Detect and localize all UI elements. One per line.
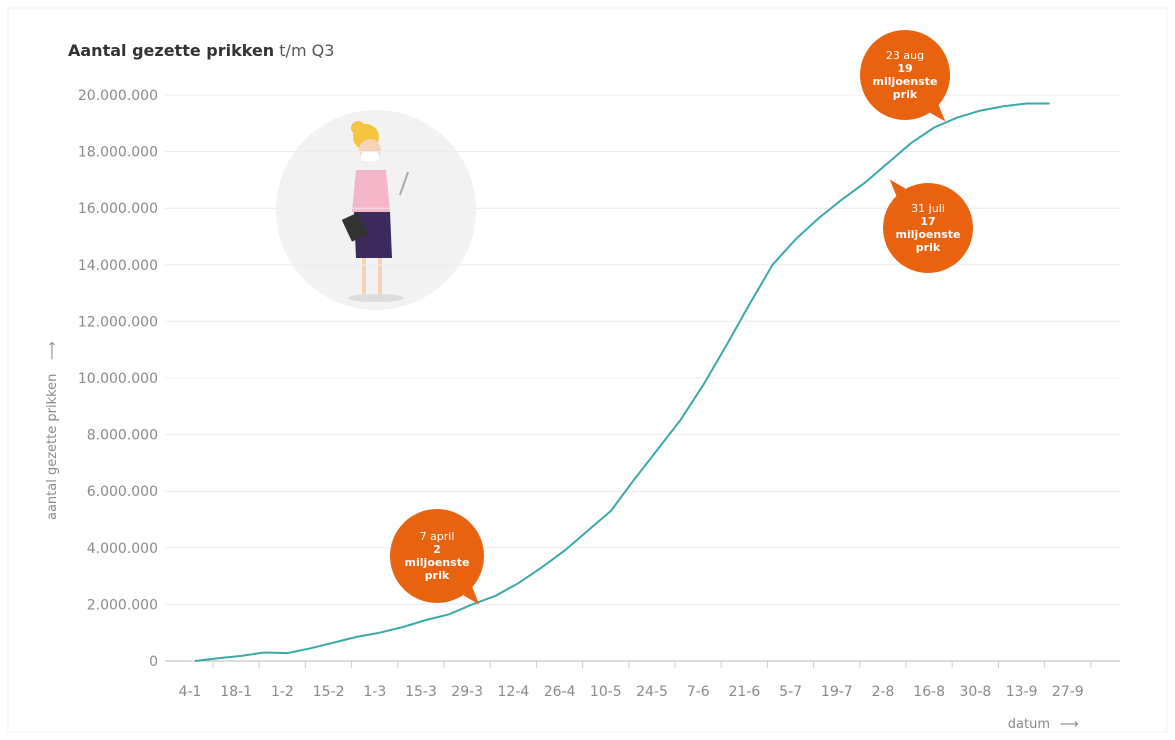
x-tick-label: 15-2	[313, 684, 345, 700]
x-tick-label: 30-8	[960, 684, 992, 700]
annotation-date: 23 aug	[885, 49, 925, 62]
x-tick-label: 26-4	[544, 684, 576, 700]
title-suffix: t/m Q3	[279, 41, 334, 60]
annotation-text: 2 miljoenste prik	[404, 543, 470, 582]
y-tick-label: 16.000.000	[78, 201, 158, 217]
x-axis-label: datum	[1008, 717, 1050, 732]
x-tick-label: 15-3	[405, 684, 437, 700]
annotation-date: 7 april	[419, 530, 455, 543]
y-tick-label: 14.000.000	[78, 258, 158, 274]
y-tick-label: 4.000.000	[87, 541, 158, 557]
x-tick-label: 24-5	[636, 684, 668, 700]
x-tick-label: 21-6	[729, 684, 761, 700]
x-tick-label: 1-2	[271, 684, 294, 700]
x-tick-label: 5-7	[779, 684, 802, 700]
y-tick-label: 0	[149, 654, 158, 670]
x-axis-arrow: ⟶	[1060, 717, 1079, 732]
x-tick-label: 7-6	[687, 684, 710, 700]
title-main: Aantal gezette prikken	[68, 41, 274, 60]
y-tick-label: 6.000.000	[87, 484, 158, 500]
x-tick-label: 1-3	[363, 684, 386, 700]
x-tick-label: 2-8	[872, 684, 895, 700]
annotation-bubble: 31 juli 17 miljoenste prik	[883, 183, 973, 273]
annotation-text: 17 miljoenste prik	[895, 215, 961, 254]
x-tick-label: 29-3	[451, 684, 483, 700]
y-tick-label: 12.000.000	[78, 314, 158, 330]
annotation-bubble: 7 april 2 miljoenste prik	[390, 509, 484, 603]
annotation-text: 19 miljoenste prik	[872, 62, 938, 101]
x-tick-label: 18-1	[220, 684, 252, 700]
annotation-date: 31 juli	[911, 202, 945, 215]
y-tick-label: 2.000.000	[87, 597, 158, 613]
chart-title: Aantal gezette prikken t/m Q3	[68, 41, 334, 60]
y-tick-label: 20.000.000	[78, 88, 158, 104]
illustration	[276, 110, 476, 310]
x-tick-label: 10-5	[590, 684, 622, 700]
frame	[7, 7, 1168, 733]
x-tick-label: 27-9	[1052, 684, 1084, 700]
y-axis-arrow: ⟶	[45, 341, 60, 360]
x-tick-label: 19-7	[821, 684, 853, 700]
x-tick-label: 13-9	[1006, 684, 1038, 700]
x-tick-label: 12-4	[498, 684, 530, 700]
y-tick-label: 18.000.000	[78, 145, 158, 161]
y-tick-label: 8.000.000	[87, 428, 158, 444]
x-tick-label: 4-1	[179, 684, 202, 700]
data-line	[194, 102, 1050, 662]
y-tick-label: 10.000.000	[78, 371, 158, 387]
y-axis-label: aantal gezette prikken	[45, 374, 60, 520]
x-tick-label: 16-8	[913, 684, 945, 700]
annotation-bubble: 23 aug 19 miljoenste prik	[860, 30, 950, 120]
